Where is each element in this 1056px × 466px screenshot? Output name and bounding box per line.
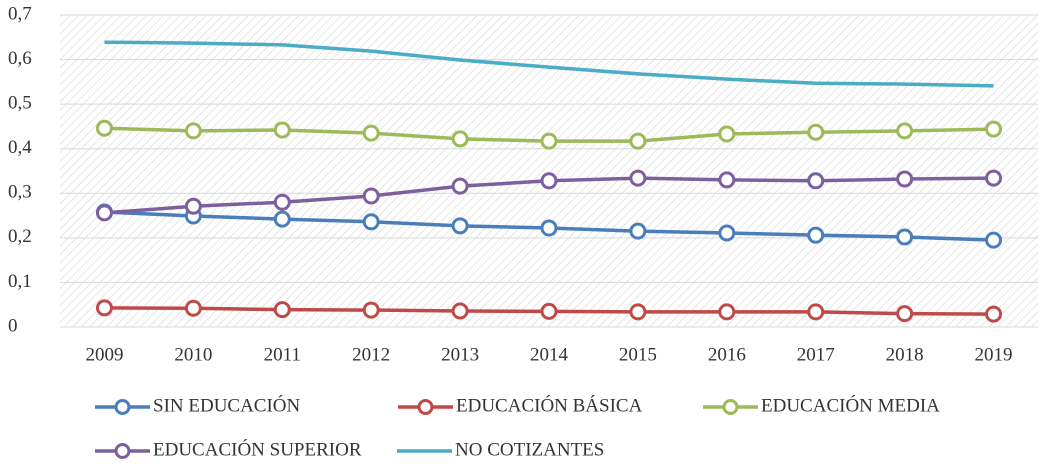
x-tick-label: 2017 (797, 344, 835, 365)
data-point (184, 197, 202, 215)
y-tick-label: 0,1 (8, 271, 32, 292)
data-point (273, 193, 291, 211)
data-point (807, 303, 825, 321)
x-tick-label: 2013 (441, 344, 479, 365)
legend-label: SIN EDUCACIÓN (153, 394, 301, 416)
legend-marker (417, 399, 434, 415)
x-tick-label: 2011 (264, 344, 301, 365)
legend-label: EDUCACIÓN BÁSICA (456, 394, 643, 416)
legend-label: NO COTIZANTES (455, 439, 604, 460)
data-point (896, 305, 914, 323)
data-point (273, 210, 291, 228)
data-point (985, 231, 1003, 249)
data-point (362, 213, 380, 231)
y-tick-label: 0,6 (8, 48, 32, 69)
data-point (540, 302, 558, 320)
data-point (451, 217, 469, 235)
data-point (807, 123, 825, 141)
y-tick-label: 0,5 (8, 93, 32, 114)
data-point (629, 222, 647, 240)
data-point (95, 299, 113, 317)
data-point (95, 204, 113, 222)
y-tick-label: 0,2 (8, 226, 32, 247)
y-tick-label: 0,4 (8, 137, 32, 158)
data-point (451, 177, 469, 195)
data-point (896, 122, 914, 140)
data-point (985, 120, 1003, 138)
y-tick-label: 0,3 (8, 182, 32, 203)
data-point (184, 122, 202, 140)
x-tick-label: 2015 (619, 344, 657, 365)
x-tick-label: 2010 (174, 344, 212, 365)
x-tick-label: 2016 (708, 344, 746, 365)
data-point (540, 172, 558, 190)
x-tick-label: 2012 (352, 344, 390, 365)
legend-label: EDUCACIÓN SUPERIOR (153, 438, 362, 460)
y-tick-label: 0,7 (8, 3, 32, 24)
data-point (362, 124, 380, 142)
data-point (718, 224, 736, 242)
legend-label: EDUCACIÓN MEDIA (761, 394, 940, 416)
data-point (718, 125, 736, 143)
x-tick-label: 2019 (975, 344, 1013, 365)
x-tick-label: 2018 (886, 344, 924, 365)
data-point (362, 187, 380, 205)
data-point (985, 169, 1003, 187)
series-line (104, 40, 994, 88)
data-point (362, 301, 380, 319)
legend-marker (114, 443, 131, 459)
data-point (451, 302, 469, 320)
data-point (273, 301, 291, 319)
data-point (273, 121, 291, 139)
data-point (629, 132, 647, 150)
x-tick-label: 2009 (85, 344, 123, 365)
y-tick-label: 0 (8, 315, 18, 336)
data-point (95, 119, 113, 137)
data-point (540, 219, 558, 237)
data-point (896, 228, 914, 246)
legend-marker (114, 399, 131, 415)
data-point (985, 305, 1003, 323)
data-point (629, 303, 647, 321)
data-point (896, 170, 914, 188)
data-point (718, 303, 736, 321)
x-tick-label: 2014 (530, 344, 569, 365)
plot-background (60, 15, 1038, 327)
data-point (718, 171, 736, 189)
data-point (184, 299, 202, 317)
data-point (451, 130, 469, 148)
data-point (629, 169, 647, 187)
legend-marker (722, 399, 739, 415)
data-point (807, 226, 825, 244)
data-point (540, 132, 558, 150)
data-point (807, 172, 825, 190)
